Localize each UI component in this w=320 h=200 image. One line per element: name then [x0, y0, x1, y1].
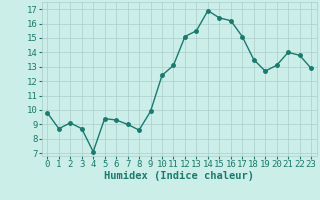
X-axis label: Humidex (Indice chaleur): Humidex (Indice chaleur) — [104, 171, 254, 181]
